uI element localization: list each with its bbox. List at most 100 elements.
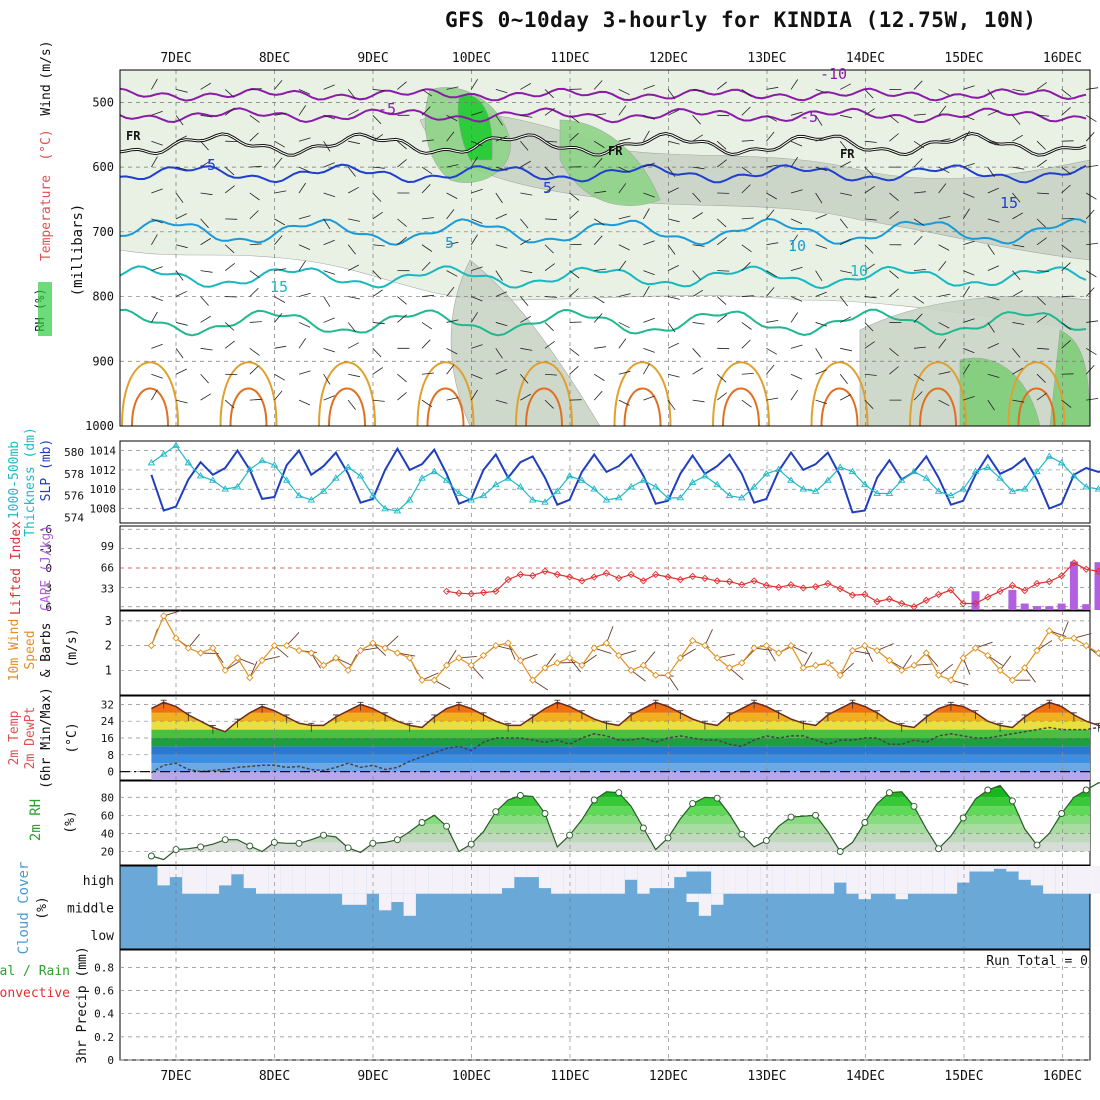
wind-barb <box>347 399 356 410</box>
rh-legend-swatch <box>38 282 52 336</box>
wind-speed-point <box>578 661 586 669</box>
thickness-point <box>787 476 795 483</box>
wind-barb <box>495 368 507 375</box>
cloud-cell-high <box>748 866 761 894</box>
rh-point <box>935 845 943 853</box>
wind-barb <box>372 348 382 358</box>
wind-barb <box>397 373 407 383</box>
wind-barb <box>643 240 655 246</box>
cloud-cell-middle <box>858 893 871 900</box>
wind-barb <box>606 626 614 644</box>
wind-barb <box>151 140 163 146</box>
wind-barb <box>471 344 483 349</box>
lifted-index-point <box>529 572 537 580</box>
date-label-bottom: 8DEC <box>259 1069 290 1084</box>
wind-barb <box>495 244 508 249</box>
wind-barb <box>692 348 701 358</box>
wind-barb <box>839 218 848 229</box>
thickness-point <box>836 463 844 470</box>
contour-label: -10 <box>820 65 847 83</box>
cloud-cell-middle <box>354 893 367 905</box>
wind-barb <box>224 340 235 349</box>
wind-barb <box>274 373 285 381</box>
cape-bar <box>1008 589 1017 610</box>
wind-barb <box>581 654 597 666</box>
wind-barb <box>889 192 899 202</box>
slp-tick-label: 1008 <box>90 503 117 516</box>
wind-barb <box>766 397 779 401</box>
lifted-index-point <box>775 583 783 592</box>
cloud-cell-middle <box>403 893 416 916</box>
lifted-index-point <box>971 599 980 608</box>
pressure-tick-label: 700 <box>92 225 114 239</box>
wind-barb <box>249 243 262 246</box>
wind-barb <box>840 83 851 90</box>
wind-barb <box>520 140 529 151</box>
cloud-cell-middle <box>342 893 355 905</box>
isotherm <box>119 107 1087 124</box>
wind-barb <box>347 166 356 177</box>
wind-barb <box>397 392 407 401</box>
cape-bar <box>1020 603 1029 610</box>
thickness-point <box>1033 467 1041 475</box>
wind-barb <box>815 244 828 249</box>
wind-barb <box>766 364 775 375</box>
wind-barb <box>766 287 775 297</box>
wind-barb <box>815 322 828 327</box>
lifted-index-point <box>1008 581 1017 590</box>
wind-speed-point <box>996 666 1004 674</box>
wind-barb <box>175 213 187 220</box>
wind-barb <box>1085 347 1097 356</box>
wind-barb <box>569 210 579 220</box>
wind-barb <box>520 393 532 401</box>
wind-barb <box>987 89 995 100</box>
wind-barb <box>864 322 874 332</box>
cape-bar <box>1069 561 1078 610</box>
cloud-cell-middle <box>895 893 908 900</box>
wind-barb <box>348 373 360 378</box>
wind-barb <box>667 109 679 116</box>
rh-band <box>151 797 1090 807</box>
wind-barb <box>446 364 455 375</box>
rh-point <box>984 786 992 794</box>
wind-barb <box>544 340 555 349</box>
wind-barb <box>372 211 383 220</box>
wind-barb <box>569 192 580 201</box>
wind-barb <box>298 292 311 297</box>
wind-barb <box>397 81 407 90</box>
wind-barb <box>889 348 899 357</box>
lifted-index-point <box>652 570 660 579</box>
wind-barb <box>1012 212 1023 220</box>
temp-tick-label: 8 <box>107 749 114 762</box>
lifted-index-point <box>750 577 758 585</box>
cloud-cell-high <box>612 866 625 894</box>
wind-barb <box>224 262 235 271</box>
wind-barb <box>618 338 627 349</box>
lifted-index-point <box>861 590 869 599</box>
rh-point <box>812 811 820 819</box>
wind-speed-point <box>541 664 549 672</box>
wind-barb <box>1012 367 1024 375</box>
wind-barb <box>864 218 877 221</box>
run-total: Run Total = 0 <box>986 954 1088 969</box>
wind-barb <box>667 342 679 349</box>
cloud-unit: (%) <box>35 896 50 919</box>
thickness-point <box>738 493 746 501</box>
cloud-cell-high <box>871 866 884 894</box>
slp-label: SLP (mb) <box>39 439 54 502</box>
lifted-index-point <box>627 570 635 579</box>
wind-speed-point <box>934 671 943 679</box>
cloud-cell-high <box>588 866 601 894</box>
wind-barb <box>544 107 555 116</box>
wind-barb <box>643 114 655 120</box>
wind-tick-label: 3 <box>105 614 112 628</box>
thickness-point <box>565 472 574 479</box>
wind-barb <box>1012 192 1021 203</box>
warm-contour <box>328 387 366 427</box>
temp-band <box>151 771 1090 780</box>
cloud-cell-high <box>575 866 589 894</box>
contour-label: -5 <box>800 108 818 126</box>
wind-barb <box>224 660 241 671</box>
wind-barb <box>1012 290 1024 297</box>
warm-contour <box>613 361 672 427</box>
